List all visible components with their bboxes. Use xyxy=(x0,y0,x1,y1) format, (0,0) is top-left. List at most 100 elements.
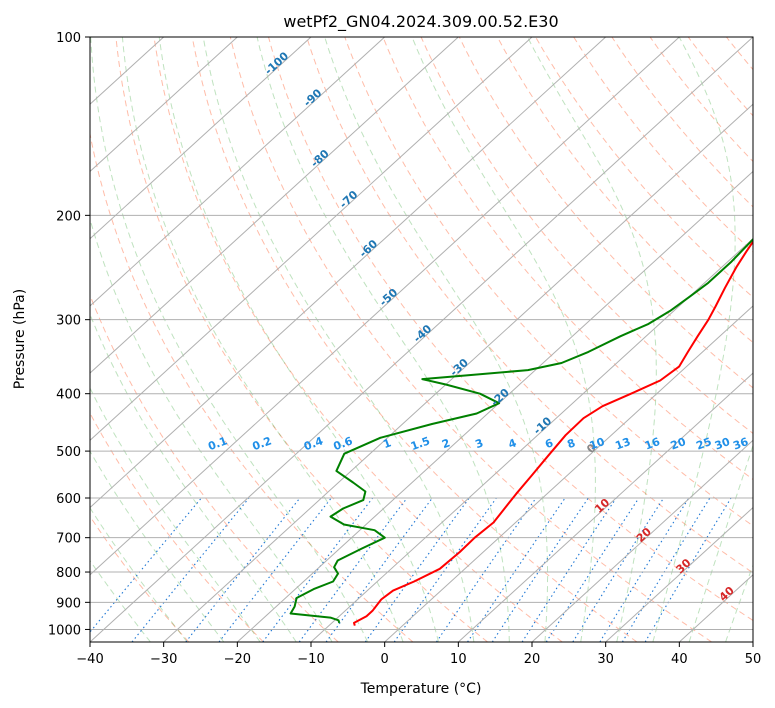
isotherm-line xyxy=(531,439,753,642)
isotherm-line xyxy=(163,103,753,642)
dry-adiabat xyxy=(153,37,563,642)
mixing-ratio-line xyxy=(262,497,374,642)
y-tick-label: 400 xyxy=(56,388,81,403)
y-tick-label: 700 xyxy=(56,532,81,547)
isotherm-line xyxy=(90,37,753,642)
y-tick-label: 800 xyxy=(56,566,81,581)
dry-adiabat xyxy=(382,37,753,481)
isotherms xyxy=(90,37,753,642)
isotherm-line xyxy=(384,305,753,642)
mixing-ratio-line xyxy=(599,497,690,642)
x-tick-label: 30 xyxy=(597,652,614,667)
plot-area: -100-90-80-70-60-50-40-30-20-10010203040… xyxy=(90,37,753,642)
pressure-gridlines xyxy=(90,37,753,630)
mixing-ratio-line xyxy=(393,497,497,642)
mixing-ratio-label: 0.4 xyxy=(302,434,325,453)
isotherm-line xyxy=(90,37,312,240)
moist-adiabat xyxy=(90,313,297,642)
y-axis-ticks: 100 200 300 400 500 600 700 800 900 1000 xyxy=(48,31,90,638)
isotherm-line xyxy=(90,37,607,509)
mixing-ratio-label: 8 xyxy=(565,436,577,451)
mixing-ratio-line xyxy=(435,497,537,642)
mixing-ratio-line xyxy=(521,497,617,642)
mixing-ratio-line xyxy=(218,497,332,642)
mixing-ratio-line xyxy=(325,497,433,642)
dry-adiabat xyxy=(90,293,339,642)
moist-adiabat xyxy=(202,37,475,642)
mixing-ratio-label: 1.5 xyxy=(409,434,432,453)
y-tick-label: 100 xyxy=(56,31,81,46)
y-tick-label: 200 xyxy=(56,209,81,224)
x-axis-label: Temperature (°C) xyxy=(360,681,482,697)
moist-adiabat xyxy=(725,563,753,642)
mixing-ratio-label: 30 xyxy=(713,435,732,453)
x-tick-label: 10 xyxy=(450,652,467,667)
x-tick-label: 20 xyxy=(524,652,541,667)
y-tick-label: 1000 xyxy=(48,623,81,638)
dry-adiabat xyxy=(496,37,753,344)
y-tick-label: 900 xyxy=(56,596,81,611)
moist-adiabat xyxy=(688,444,753,642)
isotherm-line xyxy=(236,170,753,642)
mixing-ratio-line xyxy=(621,497,711,642)
mixing-ratio-label: 25 xyxy=(695,435,714,452)
isotherm-line xyxy=(605,506,753,642)
x-tick-label: −40 xyxy=(76,652,103,667)
mixing-ratio-lines xyxy=(90,497,732,642)
y-tick-label: 500 xyxy=(56,445,81,460)
moist-adiabat xyxy=(90,450,225,642)
dry-adiabat xyxy=(268,37,753,622)
isotherm-line xyxy=(90,37,386,307)
moist-adiabat xyxy=(527,37,657,642)
dry-adiabat xyxy=(306,37,753,574)
moist-adiabat xyxy=(90,37,369,642)
mixing-ratio-label: 0.1 xyxy=(206,434,229,453)
mixing-ratio-label: 0.2 xyxy=(251,434,274,453)
mixing-ratio-labels: 0.1 0.2 0.4 0.6 1 1.5 2 3 4 6 8 10 13 16 20 25 30 36 xyxy=(206,434,750,453)
moist-adiabat xyxy=(90,506,188,642)
y-tick-label: 600 xyxy=(56,492,81,507)
x-tick-label: −20 xyxy=(224,652,251,667)
isotherm-line xyxy=(90,37,459,374)
y-tick-label: 300 xyxy=(56,314,81,329)
sounding-line xyxy=(353,239,753,626)
mixing-ratio-label: 20 xyxy=(669,435,688,453)
plot-frame xyxy=(89,36,754,643)
isotherm-line xyxy=(457,372,753,642)
x-tick-label: −30 xyxy=(150,652,177,667)
dry-adiabat xyxy=(90,515,190,642)
isotherm-line xyxy=(90,37,238,173)
isotherm-line xyxy=(90,37,533,442)
moist-adiabat xyxy=(90,387,261,642)
mixing-ratio-line xyxy=(491,497,589,642)
mixing-ratio-line xyxy=(298,497,408,642)
mixing-ratio-line xyxy=(467,497,566,642)
moist-adiabat xyxy=(90,559,151,642)
mixing-ratio-line xyxy=(364,497,470,642)
moist-adiabat xyxy=(411,37,596,642)
isotherm-line xyxy=(90,37,680,576)
mixing-ratio-label: 13 xyxy=(613,435,632,452)
moist-adiabat xyxy=(90,217,333,642)
x-axis-ticks: −40 −30 −20 −10 0 10 20 30 40 50 xyxy=(76,642,761,667)
x-tick-label: 40 xyxy=(671,652,688,667)
moist-adiabat xyxy=(652,37,736,642)
y-axis-label: Pressure (hPa) xyxy=(12,289,28,389)
x-tick-label: 0 xyxy=(381,652,389,667)
moist-adiabat xyxy=(158,37,439,642)
dry-adiabat xyxy=(90,412,264,642)
dry-adiabat xyxy=(90,131,414,642)
mixing-ratio-label: 16 xyxy=(643,435,662,453)
mixing-ratio-label: 3 xyxy=(473,436,485,451)
moist-adiabat xyxy=(256,37,510,642)
mixing-ratio-label: 36 xyxy=(731,435,750,453)
dry-adiabat xyxy=(191,37,638,642)
mixing-ratio-label: 10 xyxy=(588,435,607,453)
dry-adiabat xyxy=(115,37,488,642)
sounding-profiles xyxy=(289,237,753,626)
dry-adiabat xyxy=(535,37,753,298)
mixing-ratio-line xyxy=(185,497,301,642)
mixing-ratio-label: 1 xyxy=(381,436,393,451)
x-tick-label: 50 xyxy=(745,652,762,667)
